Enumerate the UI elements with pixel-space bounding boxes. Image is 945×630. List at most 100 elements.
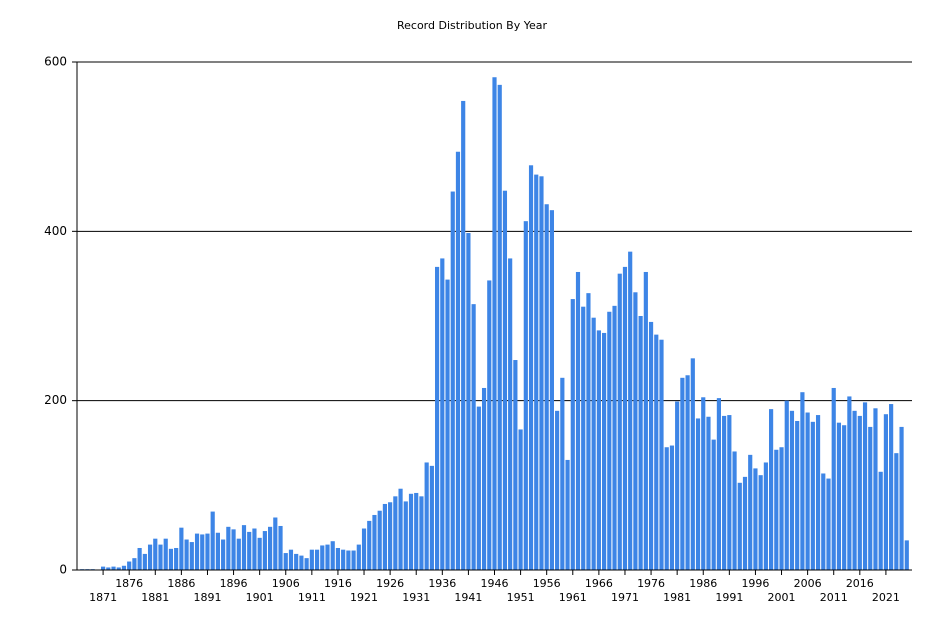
bar xyxy=(408,493,414,570)
bar xyxy=(539,176,544,571)
x-tick-label: 1996 xyxy=(741,577,769,590)
bar xyxy=(727,415,732,570)
bar xyxy=(810,421,815,570)
x-tick-label: 1986 xyxy=(689,577,717,590)
bar xyxy=(309,549,314,570)
bar xyxy=(382,503,387,570)
bar xyxy=(116,567,121,570)
bar xyxy=(414,492,419,570)
bar xyxy=(826,478,831,570)
bar xyxy=(528,165,534,570)
bar xyxy=(215,532,220,570)
bar xyxy=(429,465,434,570)
bar xyxy=(142,553,147,570)
bar xyxy=(596,330,601,570)
bar xyxy=(320,545,325,570)
bar xyxy=(283,553,288,570)
x-tick-label: 1906 xyxy=(272,577,300,590)
bar xyxy=(288,549,294,570)
bar xyxy=(581,306,586,570)
bar xyxy=(607,311,612,570)
bar xyxy=(226,526,231,570)
bar xyxy=(836,422,842,570)
bar xyxy=(461,100,466,571)
bar xyxy=(831,387,836,570)
bar xyxy=(158,544,163,570)
bar xyxy=(168,548,174,570)
bar xyxy=(101,566,106,570)
bar xyxy=(314,549,320,570)
bar xyxy=(268,526,273,570)
bar xyxy=(690,358,695,570)
bar xyxy=(774,449,779,570)
x-tick-label: 2006 xyxy=(794,577,822,590)
bar xyxy=(372,514,377,570)
x-tick-label: 1926 xyxy=(376,577,404,590)
bar xyxy=(356,544,361,570)
bar xyxy=(602,332,607,570)
bar xyxy=(894,453,899,570)
bar xyxy=(388,502,393,570)
bar xyxy=(450,191,455,571)
bar xyxy=(753,468,758,570)
bar xyxy=(732,451,737,570)
x-tick-label: 1901 xyxy=(246,591,274,604)
bar xyxy=(127,561,132,570)
bar xyxy=(179,527,184,570)
bar xyxy=(137,547,142,570)
bar xyxy=(659,339,664,570)
bar xyxy=(680,377,685,570)
bar xyxy=(262,531,267,570)
bar xyxy=(492,77,497,571)
bar xyxy=(221,539,226,570)
x-tick-label: 1921 xyxy=(350,591,378,604)
x-tick-label: 1971 xyxy=(611,591,639,604)
x-tick-label: 1886 xyxy=(167,577,195,590)
bar xyxy=(575,271,581,570)
bar xyxy=(800,392,805,570)
bar xyxy=(758,475,763,570)
bar xyxy=(586,293,591,570)
bar xyxy=(889,404,894,570)
bar xyxy=(549,210,554,570)
bar xyxy=(560,377,565,570)
bar xyxy=(722,415,727,570)
bar xyxy=(534,174,539,570)
bar xyxy=(393,496,398,570)
bar xyxy=(466,233,471,570)
x-tick-label: 1911 xyxy=(298,591,326,604)
y-tick-label: 400 xyxy=(44,224,67,238)
bar xyxy=(299,555,304,570)
x-tick-label: 1896 xyxy=(220,577,248,590)
x-tick-label: 1881 xyxy=(141,591,169,604)
bar xyxy=(205,533,210,570)
bar xyxy=(805,412,810,570)
bar xyxy=(518,429,523,570)
chart-title: Record Distribution By Year xyxy=(397,19,547,32)
bar xyxy=(236,538,241,570)
bar xyxy=(904,540,909,570)
bar xyxy=(815,415,821,570)
bar xyxy=(341,549,346,570)
bar xyxy=(424,462,429,570)
bar xyxy=(330,541,335,570)
bar xyxy=(440,258,445,570)
bar xyxy=(763,462,768,570)
y-tick-label: 0 xyxy=(59,563,67,577)
bar xyxy=(795,420,800,570)
x-tick-label: 1931 xyxy=(402,591,430,604)
bar xyxy=(648,321,654,570)
bar xyxy=(857,415,862,570)
bar xyxy=(210,511,215,570)
x-tick-label: 1981 xyxy=(663,591,691,604)
x-tick-label: 1941 xyxy=(454,591,482,604)
bar xyxy=(325,544,330,570)
bar xyxy=(570,299,575,570)
bar xyxy=(565,459,570,570)
x-tick-label: 1956 xyxy=(533,577,561,590)
bar xyxy=(435,266,440,570)
y-tick-label: 200 xyxy=(44,393,67,407)
bar xyxy=(883,414,888,570)
bar xyxy=(508,258,513,570)
